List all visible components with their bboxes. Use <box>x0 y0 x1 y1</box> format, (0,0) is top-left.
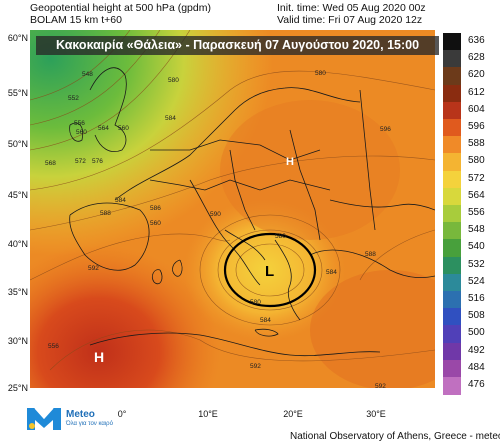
colorbar-swatch <box>443 377 461 395</box>
colorbar-swatch <box>443 101 461 120</box>
contour-label: 592 <box>375 383 386 388</box>
contour-label: 576 <box>92 158 103 165</box>
colorbar-label: 500 <box>468 327 485 339</box>
lon-label: 30°E <box>366 409 386 419</box>
contour-label: 548 <box>82 71 93 78</box>
contour-label: 580 <box>250 299 261 306</box>
contour-label: 556 <box>74 120 85 127</box>
lat-label: 25°N <box>7 383 28 393</box>
colorbar-label: 492 <box>468 344 485 356</box>
contour-label: 560 <box>150 220 161 227</box>
init-time: Init. time: Wed 05 Aug 2020 00z <box>277 2 426 14</box>
colorbar-label: 572 <box>468 172 485 184</box>
colorbar-swatch <box>443 325 461 344</box>
lon-label: 10°E <box>198 409 218 419</box>
contour-label: 580 <box>315 70 326 77</box>
colorbar-swatch <box>443 308 461 326</box>
contour-label: 580 <box>275 233 286 240</box>
colorbar-label: 548 <box>468 224 485 236</box>
lat-label: 60°N <box>7 33 28 43</box>
colorbar-swatch <box>443 239 461 258</box>
colorbar-label: 636 <box>468 35 485 46</box>
colorbar-swatch <box>443 187 461 206</box>
colorbar-label: 532 <box>468 258 485 270</box>
colorbar-swatch <box>443 119 461 137</box>
colorbar-swatch <box>443 50 461 68</box>
colorbar-label: 524 <box>468 275 485 287</box>
storm-banner: Κακοκαιρία «Θάλεια» - Παρασκευή 07 Αυγού… <box>36 36 439 55</box>
colorbar-swatch <box>443 67 461 86</box>
lat-label: 40°N <box>7 239 28 249</box>
contour-label: 580 <box>168 77 179 84</box>
colorbar-swatch <box>443 136 461 154</box>
colorbar-swatch <box>443 205 461 223</box>
high-pressure-center: H <box>286 156 294 168</box>
colorbar-label: 628 <box>468 52 485 64</box>
contour-label: 592 <box>250 363 261 370</box>
lat-label: 35°N <box>7 287 28 297</box>
colorbar-label: 604 <box>468 103 485 115</box>
contour-label: 596 <box>380 126 391 133</box>
colorbar-label: 508 <box>468 310 485 322</box>
lon-label: 0° <box>117 409 127 419</box>
colorbar-swatch <box>443 84 461 103</box>
colorbar-swatch <box>443 359 461 378</box>
colorbar-swatch <box>443 222 461 240</box>
meteo-logo <box>25 406 63 432</box>
contour-label: 584 <box>165 115 176 122</box>
contour-label: 564 <box>98 125 109 132</box>
colorbar-label: 484 <box>468 361 485 373</box>
contour-label: 584 <box>260 317 271 324</box>
contour-label: 592 <box>88 265 99 272</box>
colorbar-label: 580 <box>468 155 485 167</box>
colorbar-swatch <box>443 342 461 361</box>
storm-circle <box>223 232 317 308</box>
colorbar-label: 596 <box>468 121 485 132</box>
contour-label: 586 <box>150 205 161 212</box>
contour-label: 552 <box>68 95 79 102</box>
contour-label: 584 <box>326 269 337 276</box>
contour-label: 556 <box>48 343 59 350</box>
lat-label: 55°N <box>7 88 28 98</box>
map-field: 548 552 556 560 560 564 568 572 576 580 … <box>30 30 435 388</box>
lat-label: 45°N <box>7 190 28 200</box>
low-pressure-center: L <box>265 263 274 280</box>
contour-label: 584 <box>115 197 126 204</box>
colorbar-label: 476 <box>468 379 485 390</box>
colorbar-swatch <box>443 291 461 309</box>
contour-label: 588 <box>100 210 111 217</box>
colorbar-swatch <box>443 256 461 275</box>
logo-tagline: Όλα για τον καιρό <box>66 421 113 427</box>
colorbar-swatch <box>443 33 461 51</box>
contour-label: 568 <box>45 160 56 167</box>
footer-credit: National Observatory of Athens, Greece -… <box>290 431 500 442</box>
colorbar-swatch <box>443 153 461 172</box>
colorbar-label: 564 <box>468 189 485 201</box>
colorbar-label: 556 <box>468 207 485 218</box>
lon-label: 20°E <box>283 409 303 419</box>
colorbar-label: 588 <box>468 138 485 150</box>
lat-label: 30°N <box>7 336 28 346</box>
colorbar-label: 540 <box>468 241 485 253</box>
contour-label: 590 <box>210 211 221 218</box>
contour-label: 560 <box>76 129 87 136</box>
contour-label: 588 <box>365 251 376 258</box>
colorbar-label: 516 <box>468 293 485 304</box>
high-pressure-center: H <box>94 349 104 365</box>
geopotential-map: 548 552 556 560 560 564 568 572 576 580 … <box>30 30 435 388</box>
colorbar-label: 612 <box>468 86 485 98</box>
contour-label: 572 <box>75 158 86 165</box>
lat-label: 50°N <box>7 139 28 149</box>
product-title: Geopotential height at 500 hPa (gpdm) <box>30 2 211 14</box>
colorbar-swatch <box>443 273 461 292</box>
logo-name: Meteo <box>66 409 95 420</box>
valid-time: Valid time: Fri 07 Aug 2020 12z <box>277 14 423 26</box>
model-run-label: BOLAM 15 km t+60 <box>30 14 122 26</box>
meteo-logo-icon <box>27 407 61 430</box>
colorbar-label: 620 <box>468 69 485 81</box>
contour-label: 560 <box>118 125 129 132</box>
colorbar-swatch <box>443 170 461 189</box>
